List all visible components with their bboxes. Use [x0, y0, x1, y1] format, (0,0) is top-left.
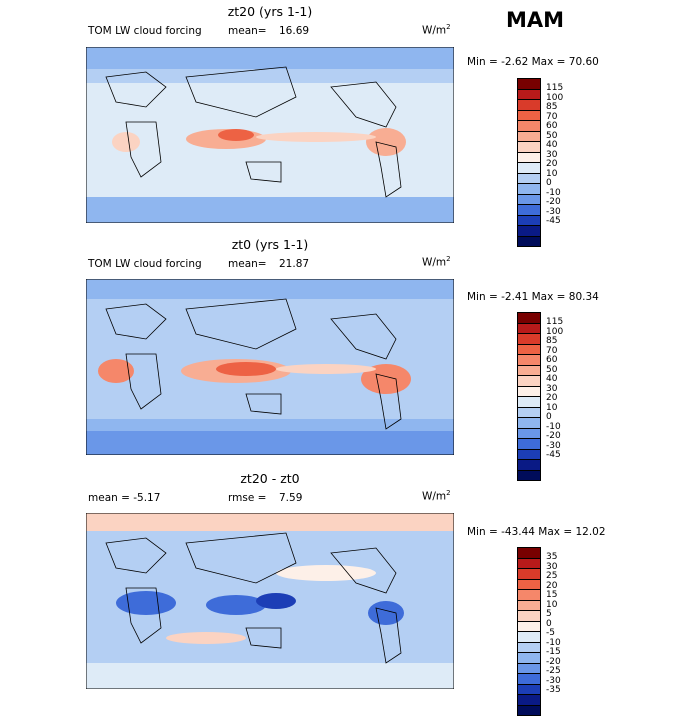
colorbar-swatch	[517, 195, 541, 206]
colorbar-swatch	[517, 90, 541, 101]
colorbar-label: 85	[546, 337, 557, 346]
colorbar-swatch	[517, 643, 541, 654]
colorbar-swatch	[517, 590, 541, 601]
colorbar-swatch	[517, 237, 541, 248]
colorbar-swatch	[517, 216, 541, 227]
colorbar-label: -20	[546, 432, 561, 441]
colorbar-label: 40	[546, 141, 557, 150]
colorbar-swatch	[517, 153, 541, 164]
colorbar-swatch	[517, 366, 541, 377]
colorbar-swatch	[517, 408, 541, 419]
colorbar-label: 5	[546, 610, 552, 619]
colorbar-swatch	[517, 471, 541, 482]
colorbar-swatch	[517, 142, 541, 153]
colorbar-label: 35	[546, 553, 557, 562]
colorbar-label: 20	[546, 160, 557, 169]
panel-3-min-max: Min = -43.44 Max = 12.02	[467, 526, 606, 538]
colorbar-swatch	[517, 559, 541, 570]
colorbar-swatch	[517, 569, 541, 580]
panel-2-title: zt0 (yrs 1-1)	[120, 237, 420, 252]
colorbar-swatch	[517, 100, 541, 111]
colorbar-swatch	[517, 355, 541, 366]
panel-1-mean-label: mean=	[228, 25, 267, 37]
panel-2-field-label: TOM LW cloud forcing	[88, 258, 202, 270]
colorbar-label: 0	[546, 179, 552, 188]
colorbar-label: 15	[546, 591, 557, 600]
colorbar-label: 60	[546, 122, 557, 131]
colorbar-swatch	[517, 324, 541, 335]
colorbar-swatch	[517, 132, 541, 143]
panel-2-mean-label: mean=	[228, 258, 267, 270]
colorbar-label: -35	[546, 686, 561, 695]
colorbar-label: 40	[546, 375, 557, 384]
panel-2-mean-value: 21.87	[279, 258, 309, 270]
panel-3-title: zt20 - zt0	[120, 471, 420, 486]
colorbar-label: 85	[546, 103, 557, 112]
colorbar-label: 20	[546, 394, 557, 403]
colorbar-swatch	[517, 111, 541, 122]
colorbar-swatch	[517, 450, 541, 461]
colorbar-label: 115	[546, 84, 563, 93]
colorbar-swatch	[517, 611, 541, 622]
panel-1-mean-value: 16.69	[279, 25, 309, 37]
colorbar-swatch	[517, 376, 541, 387]
colorbar-swatch	[517, 460, 541, 471]
colorbar-swatch	[517, 418, 541, 429]
colorbar-label: -5	[546, 629, 555, 638]
panel-1-colorbar	[517, 78, 541, 247]
colorbar-label: -15	[546, 648, 561, 657]
panel-2-units: W/m2	[422, 255, 451, 269]
colorbar-swatch	[517, 174, 541, 185]
colorbar-swatch	[517, 226, 541, 237]
colorbar-swatch	[517, 397, 541, 408]
colorbar-swatch	[517, 685, 541, 696]
panel-1-units: W/m2	[422, 23, 451, 37]
colorbar-swatch	[517, 664, 541, 675]
colorbar-label: -25	[546, 667, 561, 676]
panel-1-title: zt20 (yrs 1-1)	[120, 4, 420, 19]
colorbar-swatch	[517, 121, 541, 132]
panel-2-colorbar	[517, 312, 541, 481]
season-label: MAM	[506, 8, 564, 32]
colorbar-label: -20	[546, 198, 561, 207]
panel-3-mean-label: mean = -5.17	[88, 492, 160, 504]
panel-1-map	[86, 47, 454, 223]
colorbar-swatch	[517, 706, 541, 716]
panel-2-min-max: Min = -2.41 Max = 80.34	[467, 291, 599, 303]
colorbar-swatch	[517, 580, 541, 591]
colorbar-label: 25	[546, 572, 557, 581]
colorbar-swatch	[517, 632, 541, 643]
colorbar-label: -45	[546, 451, 561, 460]
colorbar-swatch	[517, 312, 541, 324]
colorbar-swatch	[517, 653, 541, 664]
colorbar-label: 0	[546, 413, 552, 422]
colorbar-swatch	[517, 429, 541, 440]
colorbar-swatch	[517, 387, 541, 398]
colorbar-swatch	[517, 78, 541, 90]
colorbar-swatch	[517, 674, 541, 685]
panel-2-map	[86, 279, 454, 455]
colorbar-swatch	[517, 184, 541, 195]
colorbar-swatch	[517, 205, 541, 216]
colorbar-swatch	[517, 695, 541, 706]
colorbar-swatch	[517, 345, 541, 356]
panel-3-rmse-value: 7.59	[279, 492, 302, 504]
colorbar-label: -45	[546, 217, 561, 226]
panel-1-field-label: TOM LW cloud forcing	[88, 25, 202, 37]
colorbar-swatch	[517, 334, 541, 345]
panel-3-colorbar	[517, 547, 541, 716]
panel-3-rmse-label: rmse =	[228, 492, 266, 504]
colorbar-label: 115	[546, 318, 563, 327]
colorbar-swatch	[517, 622, 541, 633]
panel-3-units: W/m2	[422, 489, 451, 503]
colorbar-label: 60	[546, 356, 557, 365]
colorbar-swatch	[517, 163, 541, 174]
colorbar-swatch	[517, 601, 541, 612]
colorbar-swatch	[517, 439, 541, 450]
colorbar-swatch	[517, 547, 541, 559]
panel-1-min-max: Min = -2.62 Max = 70.60	[467, 56, 599, 68]
panel-3-map	[86, 513, 454, 689]
